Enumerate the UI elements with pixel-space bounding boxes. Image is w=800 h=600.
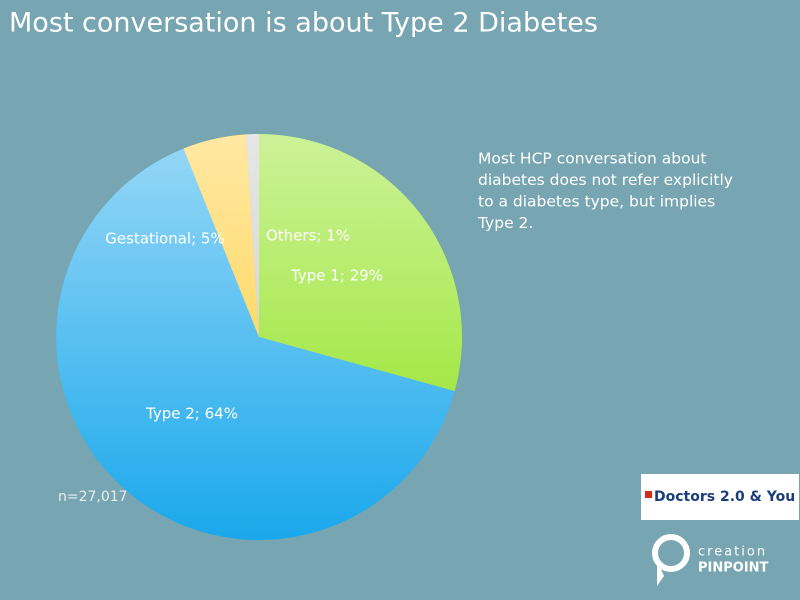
slice-label: Others; 1% [266, 227, 350, 245]
note-line: to a diabetes type, but implies [478, 193, 715, 211]
slice-label: Type 1; 29% [290, 267, 383, 285]
pie: Type 1; 29% Type 2; 64% Gestational; 5% Oth… [56, 134, 462, 540]
logo-pin-tail [657, 560, 664, 586]
logo-pinpoint: PINPOINT [698, 561, 769, 576]
note-line: Most HCP conversation about [478, 150, 707, 168]
pie-shine [56, 134, 462, 540]
logo-doctors: Doctors 2.0 & You [654, 489, 795, 505]
note: Most HCP conversation about diabetes does… [477, 150, 733, 233]
logo-box [641, 474, 799, 520]
slice-label: Type 2; 64% [145, 405, 238, 423]
note-line: diabetes does not refer explicitly [478, 171, 733, 189]
slide-title: Most conversation is about Type 2 Diabet… [9, 8, 598, 39]
slice-label: Gestational; 5% [105, 230, 224, 248]
logo-icon [645, 491, 652, 498]
logo-creation: creation [698, 545, 767, 560]
sample-size: n=27,017 [58, 489, 128, 505]
note-line: Type 2. [477, 214, 533, 232]
logo-pin [652, 534, 690, 572]
